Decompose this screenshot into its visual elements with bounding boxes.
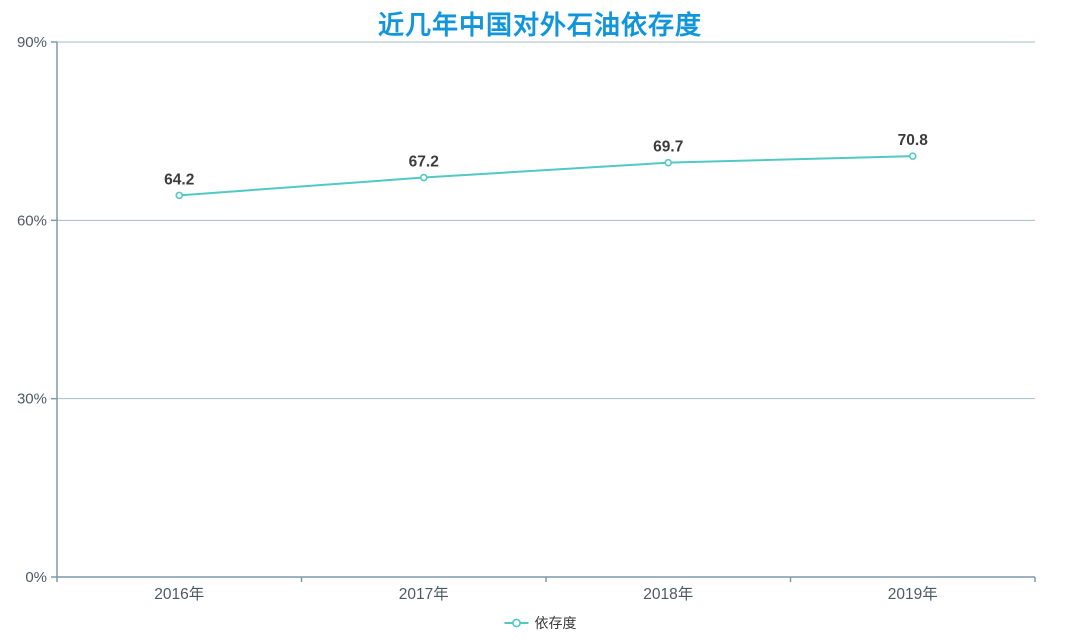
x-axis-category-label: 2018年 [643, 585, 693, 603]
legend-item-dependence[interactable]: 依存度 [504, 613, 577, 633]
legend-line-marker-icon [504, 618, 529, 628]
y-axis-tick-label: 0% [25, 569, 47, 586]
x-axis-category-label: 2016年 [154, 585, 204, 603]
legend-label: 依存度 [534, 615, 577, 631]
data-point[interactable] [419, 173, 428, 182]
chart-title: 近几年中国对外石油依存度 [377, 10, 702, 40]
x-axis-category-label: 2017年 [399, 585, 449, 603]
data-point-label: 70.8 [898, 132, 929, 149]
data-point[interactable] [175, 191, 184, 200]
series-line [178, 155, 914, 197]
data-point-label: 67.2 [409, 154, 439, 171]
x-axis-category-label: 2019年 [888, 585, 938, 603]
data-point-label: 69.7 [653, 139, 683, 156]
data-point[interactable] [664, 158, 673, 167]
y-axis-tick-label: 30% [17, 391, 47, 408]
data-point-label: 64.2 [164, 171, 194, 188]
y-axis-tick-label: 60% [17, 212, 47, 229]
data-point[interactable] [908, 152, 917, 160]
y-axis-tick-label: 90% [17, 34, 47, 51]
